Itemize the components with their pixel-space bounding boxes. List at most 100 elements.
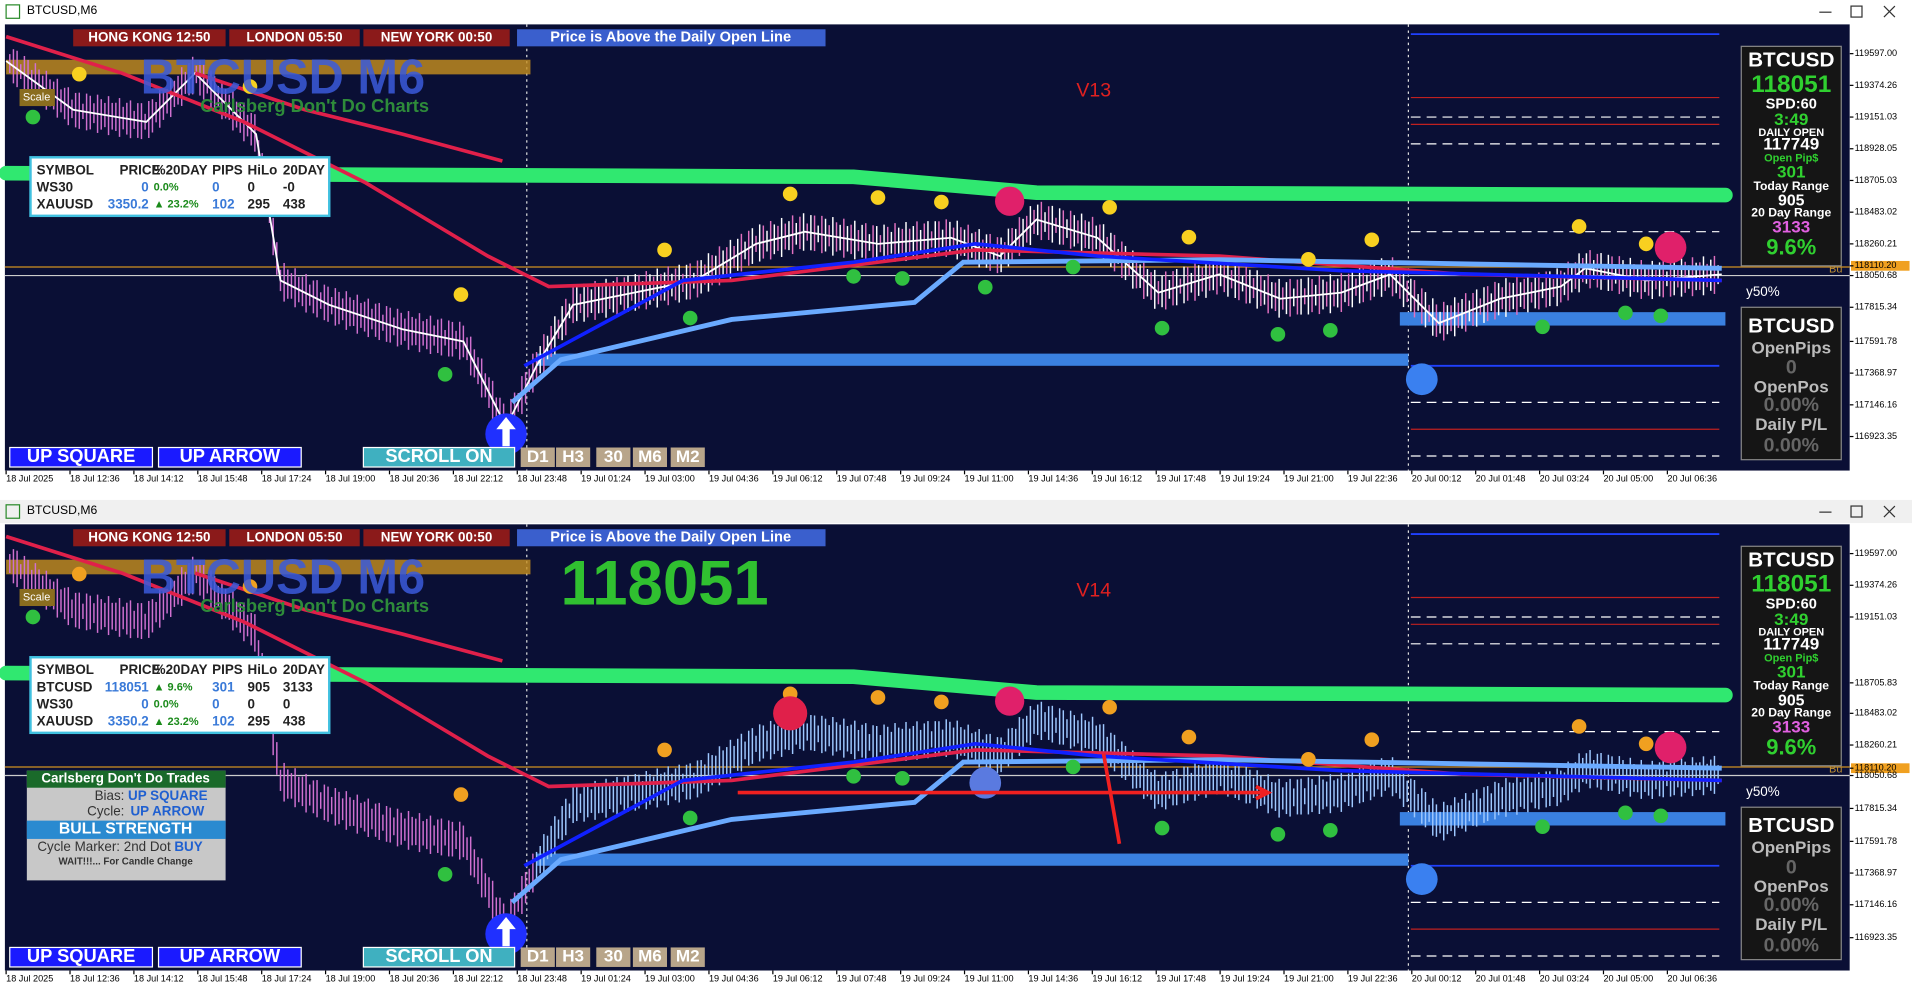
table-cell: ▲ 9.6% bbox=[154, 682, 193, 694]
time-label: 19 Jul 16:12 bbox=[1092, 974, 1142, 984]
ma-line bbox=[510, 257, 1722, 405]
price-label: 118483.02 bbox=[1855, 708, 1897, 718]
timeframe-label: D1 bbox=[527, 447, 549, 466]
button[interactable] bbox=[157, 446, 302, 468]
account-text: OpenPips bbox=[1751, 838, 1831, 857]
table-cell: 102 bbox=[212, 713, 234, 728]
table-cell: ▲ 23.2% bbox=[154, 716, 199, 728]
table-cell: WS30 bbox=[37, 179, 74, 194]
signal-dot bbox=[1323, 822, 1338, 838]
table-cell: 118051 bbox=[105, 679, 150, 694]
signal-dot bbox=[977, 279, 993, 295]
signal-dot bbox=[1270, 327, 1286, 342]
timeframe-button[interactable] bbox=[670, 447, 705, 468]
panel-text: 117749 bbox=[1763, 135, 1819, 154]
window-title: BTCUSD,M6 bbox=[27, 503, 98, 517]
time-label: 19 Jul 09:24 bbox=[901, 474, 951, 484]
session-label: NEW YORK 00:50 bbox=[381, 529, 493, 544]
time-label: 19 Jul 17:48 bbox=[1156, 474, 1206, 484]
scale-label: Scale bbox=[23, 591, 50, 603]
button[interactable] bbox=[362, 946, 516, 968]
signal-dot bbox=[1270, 826, 1286, 842]
close-button[interactable] bbox=[1883, 5, 1896, 18]
signal-dot bbox=[1654, 731, 1687, 764]
logo: BTCUSD M6 bbox=[141, 550, 425, 604]
signal-dot bbox=[1653, 308, 1669, 324]
zone-band bbox=[1399, 812, 1726, 826]
panel-label: y50% bbox=[1746, 784, 1780, 799]
timeframe-label: H3 bbox=[562, 947, 584, 966]
signal-dot bbox=[895, 771, 910, 786]
signal-dot bbox=[437, 866, 453, 882]
time-label: 19 Jul 19:24 bbox=[1220, 474, 1270, 484]
timeframe-button[interactable] bbox=[632, 447, 668, 468]
time-label: 19 Jul 14:36 bbox=[1028, 974, 1078, 984]
timeframe-button[interactable] bbox=[556, 947, 591, 967]
signal-dot bbox=[846, 769, 861, 784]
signal-dot bbox=[453, 287, 469, 302]
table-header: PRICE bbox=[120, 162, 161, 177]
strength-label: BULL STRENGTH bbox=[59, 820, 192, 837]
time-label: 19 Jul 14:36 bbox=[1028, 474, 1078, 484]
button[interactable] bbox=[157, 946, 302, 968]
time-label: 19 Jul 01:24 bbox=[581, 974, 631, 984]
table-header: 20DAY bbox=[283, 162, 325, 177]
account-text: OpenPips bbox=[1751, 338, 1831, 357]
table-cell: XAUUSD bbox=[37, 713, 94, 728]
close-button[interactable] bbox=[1883, 505, 1896, 518]
session-box bbox=[73, 529, 226, 547]
signal-value: UP SQUARE bbox=[128, 788, 208, 803]
timeframe-button[interactable] bbox=[596, 447, 631, 468]
panel-text: DAILY OPEN bbox=[1758, 627, 1824, 639]
time-label: 18 Jul 20:36 bbox=[389, 474, 439, 484]
signal-dot bbox=[1065, 259, 1081, 275]
price-highlight bbox=[1851, 763, 1910, 774]
time-label: 20 Jul 06:36 bbox=[1667, 474, 1717, 484]
signal-dot bbox=[995, 186, 1025, 216]
tagline: Carlsberg Don't Do Charts bbox=[200, 595, 429, 616]
panel-text: 3:49 bbox=[1774, 110, 1808, 129]
button[interactable] bbox=[362, 446, 516, 468]
panel-label: y50% bbox=[1746, 284, 1780, 299]
signal-dot bbox=[895, 271, 910, 286]
panel-text: 301 bbox=[1777, 663, 1806, 682]
timeframe-button[interactable] bbox=[520, 447, 555, 468]
signal-dot bbox=[682, 810, 698, 826]
account-text: OpenPos bbox=[1754, 877, 1829, 896]
ma-line bbox=[523, 741, 1722, 868]
signal-dot bbox=[71, 566, 87, 582]
ma-line bbox=[0, 165, 1733, 203]
price-label: 117368.97 bbox=[1855, 368, 1897, 378]
maximize-button[interactable] bbox=[1850, 505, 1863, 518]
signal-dot bbox=[934, 694, 949, 710]
timeframe-button[interactable] bbox=[556, 447, 591, 468]
timeframe-button[interactable] bbox=[596, 947, 631, 967]
price-label: 118050.68 bbox=[1855, 270, 1897, 280]
panel-text: 117749 bbox=[1763, 635, 1819, 654]
signal-dot bbox=[1102, 199, 1117, 215]
price-label: 117368.97 bbox=[1855, 867, 1897, 877]
timeframe-button[interactable] bbox=[520, 947, 555, 967]
table-cell: -0 bbox=[283, 179, 295, 194]
session-box bbox=[73, 29, 226, 47]
price-label: 117591.78 bbox=[1855, 336, 1897, 346]
strength-bg bbox=[26, 820, 226, 839]
panel-text: 905 bbox=[1778, 692, 1805, 709]
time-label: 19 Jul 21:00 bbox=[1284, 974, 1334, 984]
signal-dot bbox=[1535, 319, 1550, 335]
button[interactable] bbox=[9, 446, 154, 468]
table-cell: ▲ 23.2% bbox=[154, 199, 199, 211]
table-cell: BTCUSD bbox=[37, 679, 93, 694]
timeframe-button[interactable] bbox=[632, 947, 668, 967]
ma-line bbox=[510, 757, 1722, 905]
timeframe-button[interactable] bbox=[670, 947, 705, 967]
button[interactable] bbox=[9, 946, 154, 968]
time-label: 19 Jul 17:48 bbox=[1156, 974, 1206, 984]
maximize-button[interactable] bbox=[1850, 5, 1863, 18]
time-label: 18 Jul 15:48 bbox=[198, 974, 248, 984]
time-label: 18 Jul 12:36 bbox=[70, 474, 120, 484]
table-cell: 0 bbox=[248, 696, 255, 711]
button-label: UP SQUARE bbox=[27, 445, 135, 466]
price-label: 119597.00 bbox=[1855, 548, 1897, 558]
